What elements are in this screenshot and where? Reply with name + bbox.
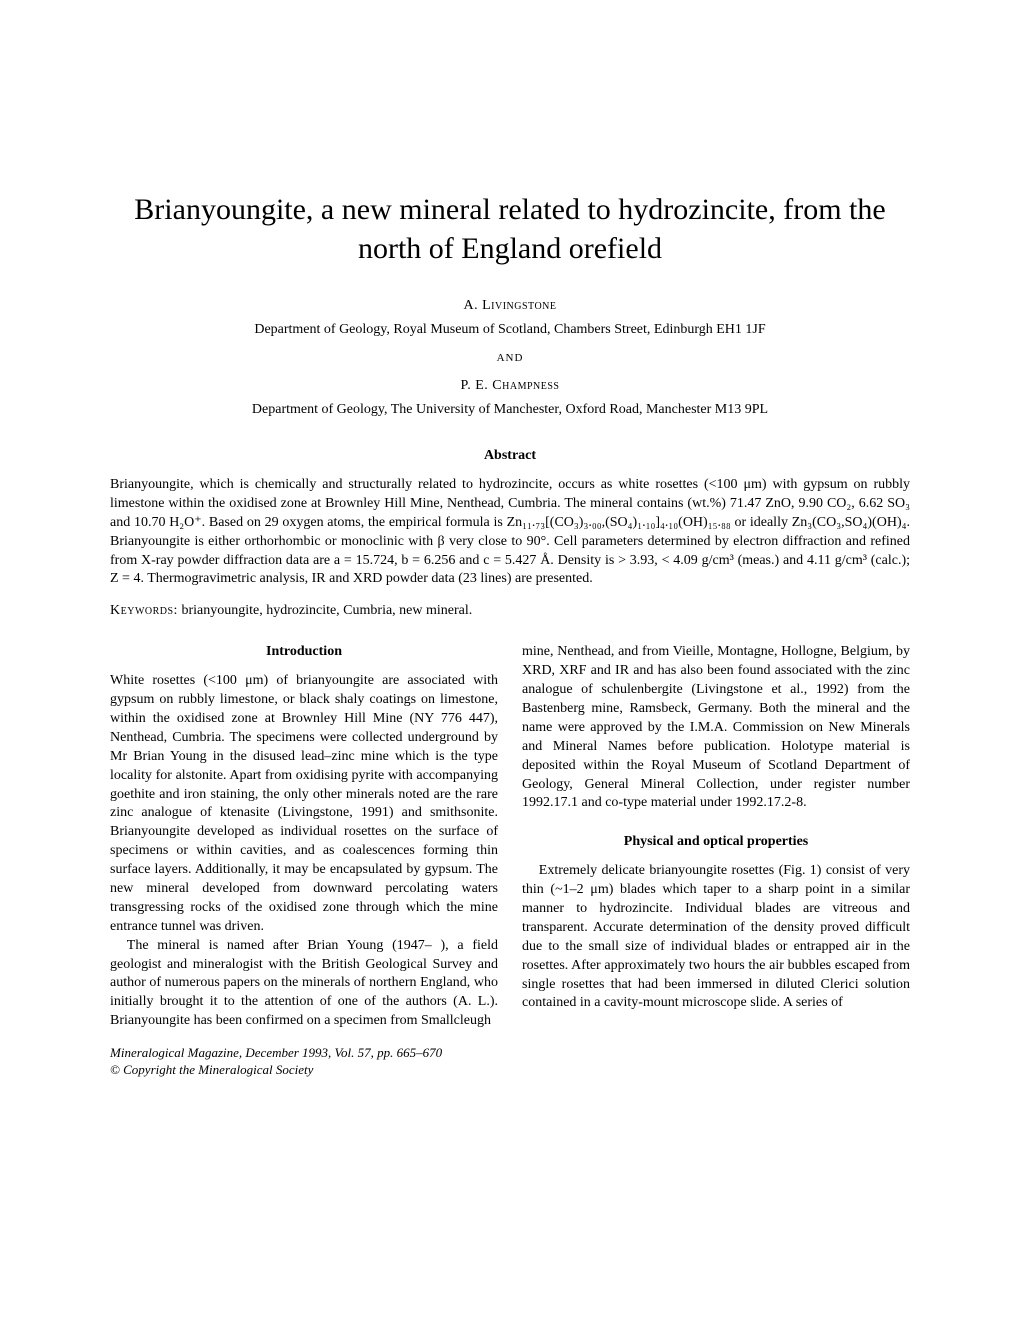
intro-paragraph-1: White rosettes (<100 μm) of brianyoungit… bbox=[110, 672, 498, 936]
paper-title: Brianyoungite, a new mineral related to … bbox=[110, 190, 910, 268]
author-1-name: A. Livingstone bbox=[463, 298, 556, 313]
keywords-line: Keywords: brianyoungite, hydrozincite, C… bbox=[110, 603, 910, 619]
abstract-heading: Abstract bbox=[110, 448, 910, 464]
author-2-name: P. E. Champness bbox=[461, 378, 560, 393]
left-column: Introduction White rosettes (<100 μm) of… bbox=[110, 643, 498, 1079]
right-column: mine, Nenthead, and from Vieille, Montag… bbox=[522, 643, 910, 1079]
col2-continuation: mine, Nenthead, and from Vieille, Montag… bbox=[522, 643, 910, 813]
introduction-heading: Introduction bbox=[110, 643, 498, 662]
physical-paragraph-1: Extremely delicate brianyoungite rosette… bbox=[522, 862, 910, 1013]
keywords-text: brianyoungite, hydrozincite, Cumbria, ne… bbox=[178, 603, 472, 618]
and-separator: AND bbox=[110, 352, 910, 364]
abstract-body: Brianyoungite, which is chemically and s… bbox=[110, 476, 910, 589]
physical-heading: Physical and optical properties bbox=[522, 833, 910, 852]
paper-page: Brianyoungite, a new mineral related to … bbox=[0, 0, 1020, 1139]
footer-citation: Mineralogical Magazine, December 1993, V… bbox=[110, 1045, 498, 1062]
author-1: A. Livingstone bbox=[110, 298, 910, 314]
author-2: P. E. Champness bbox=[110, 378, 910, 394]
page-footer: Mineralogical Magazine, December 1993, V… bbox=[110, 1045, 498, 1079]
footer-copyright: © Copyright the Mineralogical Society bbox=[110, 1062, 498, 1079]
intro-paragraph-2: The mineral is named after Brian Young (… bbox=[110, 937, 498, 1031]
affiliation-2: Department of Geology, The University of… bbox=[110, 402, 910, 418]
keywords-label: Keywords: bbox=[110, 603, 178, 618]
affiliation-1: Department of Geology, Royal Museum of S… bbox=[110, 322, 910, 338]
two-column-body: Introduction White rosettes (<100 μm) of… bbox=[110, 643, 910, 1079]
